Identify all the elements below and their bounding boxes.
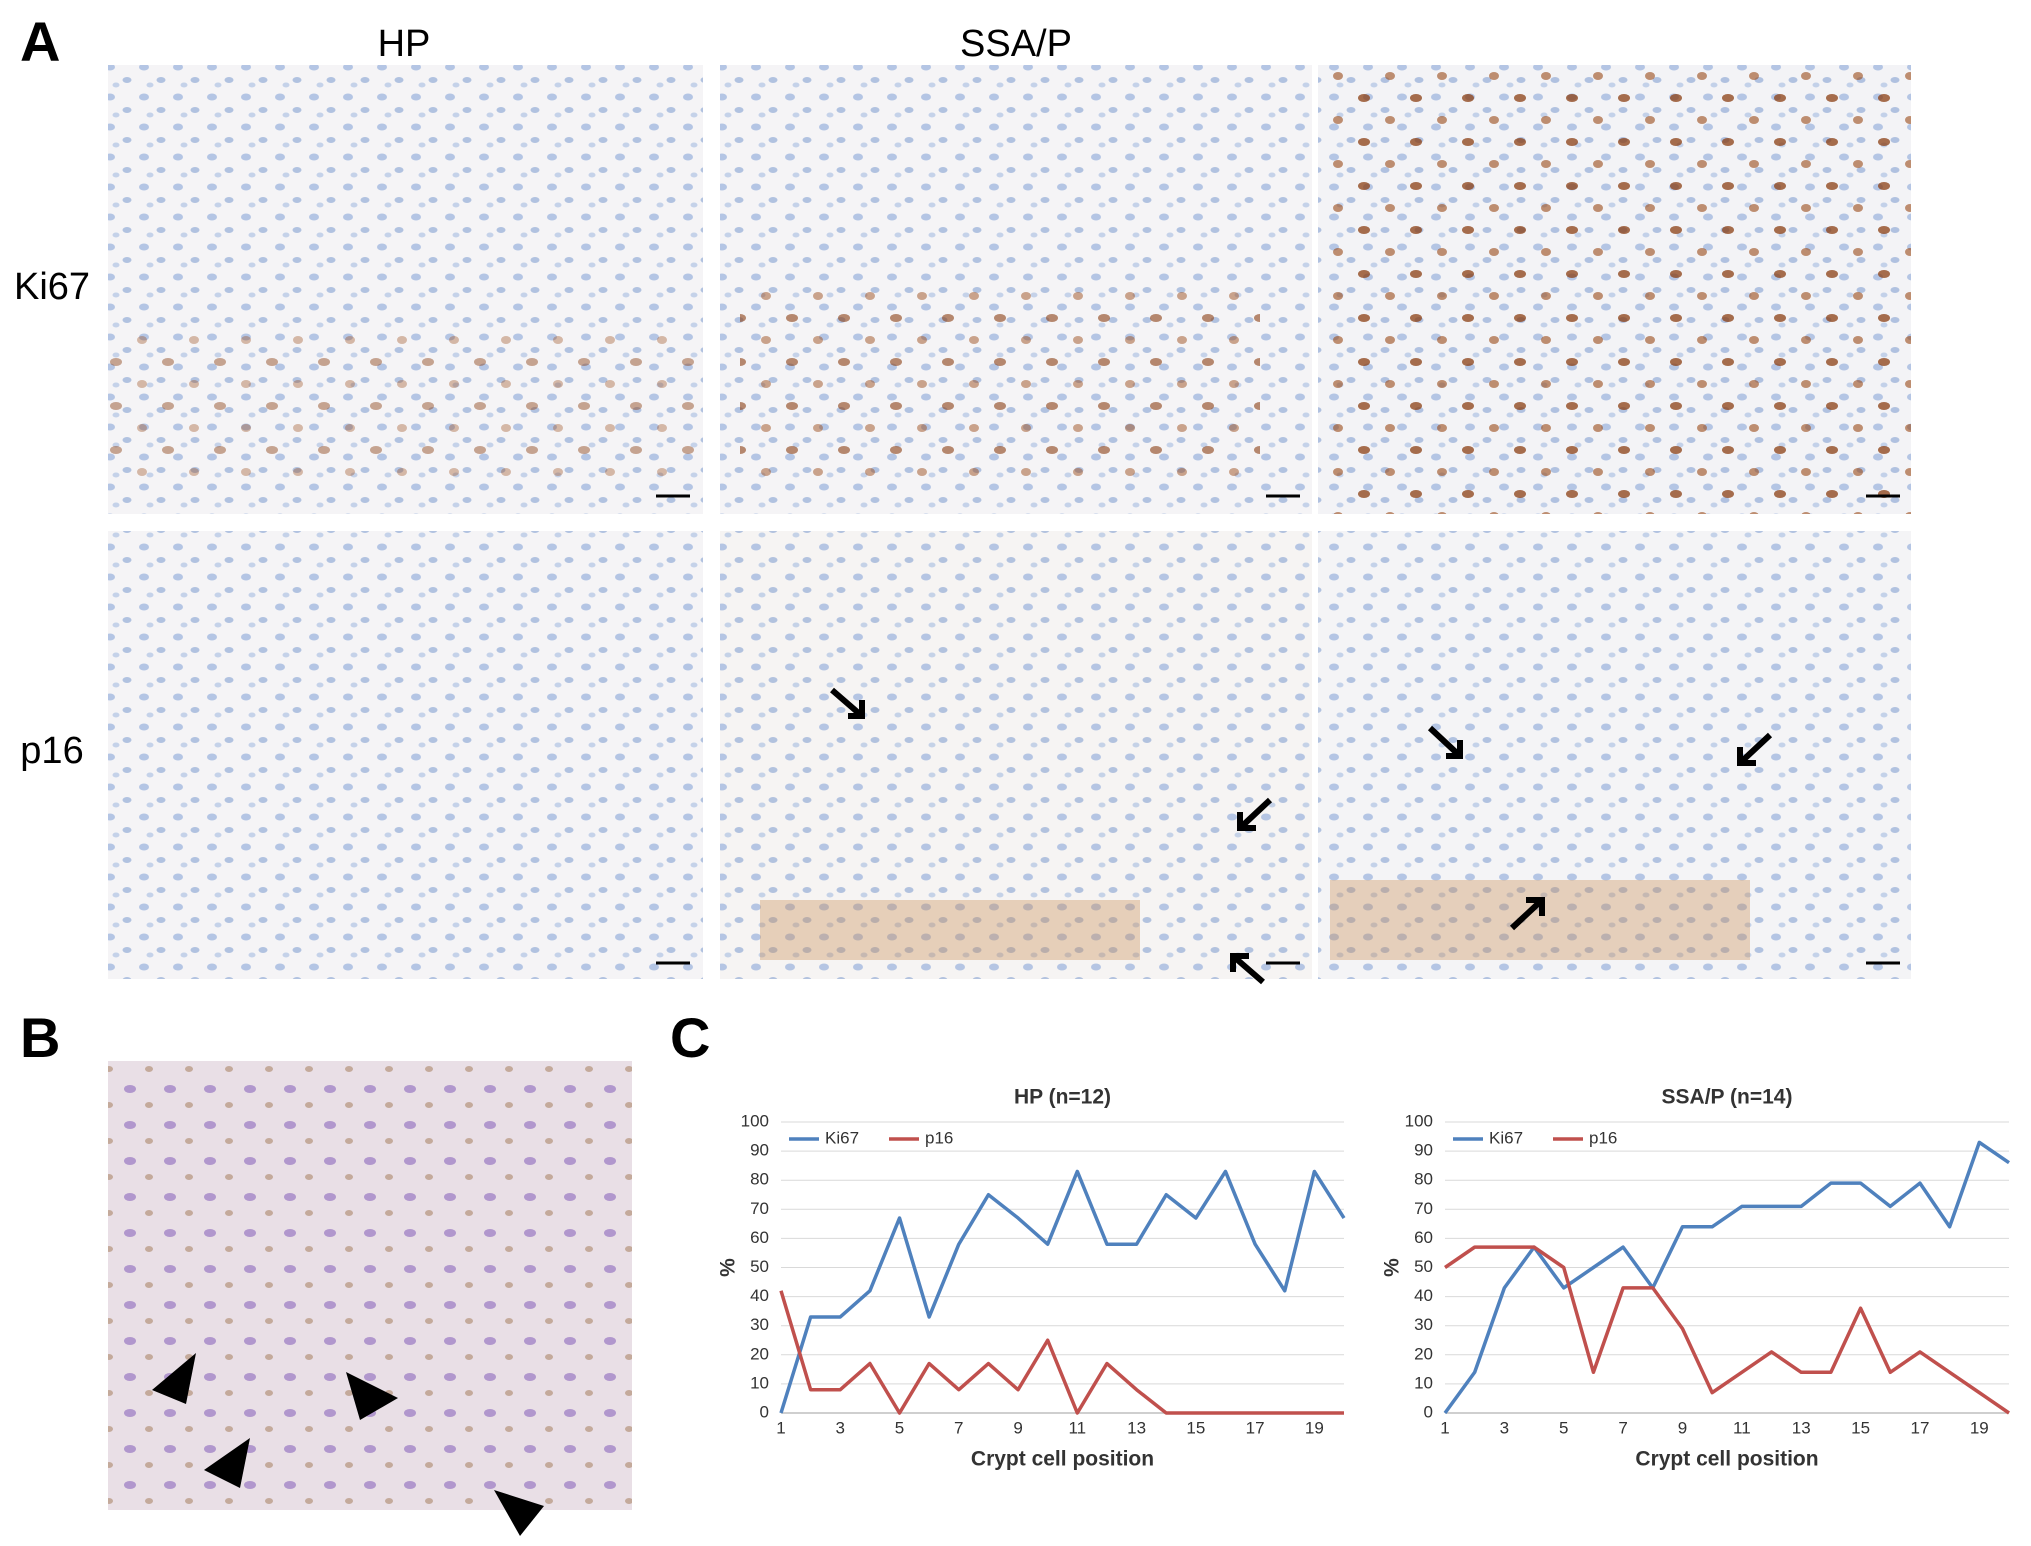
- column-header: HP: [378, 23, 431, 65]
- y-tick-label: 20: [1414, 1344, 1433, 1363]
- y-tick-label: 40: [1414, 1286, 1433, 1305]
- y-tick-label: 20: [750, 1344, 769, 1363]
- y-tick-label: 80: [1414, 1170, 1433, 1189]
- y-tick-label: 70: [750, 1199, 769, 1218]
- x-tick-label: 9: [1013, 1418, 1022, 1437]
- data-line: [1443, 1140, 2010, 1415]
- y-tick-label: 100: [741, 1111, 769, 1130]
- x-tick-label: 19: [1970, 1418, 1989, 1437]
- x-tick-label: 15: [1186, 1418, 1205, 1437]
- y-tick-label: 30: [1414, 1315, 1433, 1334]
- x-tick-label: 1: [776, 1418, 785, 1437]
- y-axis-label: %: [1381, 1258, 1404, 1277]
- x-tick-label: 5: [895, 1418, 904, 1437]
- chart-title: SSA/P (n=14): [1662, 1086, 1793, 1109]
- x-tick-label: 9: [1678, 1418, 1687, 1437]
- x-tick-label: 11: [1068, 1418, 1086, 1437]
- y-tick-label: 90: [750, 1141, 769, 1160]
- row-label: p16: [20, 730, 83, 772]
- x-tick-label: 11: [1733, 1418, 1751, 1437]
- x-tick-label: 3: [836, 1418, 845, 1437]
- arrowheads: [152, 1353, 544, 1536]
- micrograph-stain: [108, 330, 703, 480]
- y-tick-label: 10: [1414, 1373, 1433, 1392]
- y-tick-label: 30: [750, 1315, 769, 1334]
- micrograph-stain: [1318, 65, 1911, 514]
- chart-title: HP (n=12): [1014, 1086, 1111, 1109]
- panel-label: B: [20, 1006, 60, 1069]
- x-tick-label: 7: [954, 1418, 963, 1437]
- x-axis-label: Crypt cell position: [1635, 1448, 1818, 1471]
- legend-label: p16: [925, 1128, 953, 1147]
- x-tick-label: 13: [1127, 1418, 1146, 1437]
- y-tick-label: 60: [1414, 1228, 1433, 1247]
- y-tick-label: 0: [760, 1402, 769, 1421]
- x-tick-label: 13: [1792, 1418, 1811, 1437]
- y-tick-label: 70: [1414, 1199, 1433, 1218]
- legend-label: Ki67: [825, 1128, 859, 1147]
- data-line: [779, 1169, 1346, 1414]
- y-tick-label: 80: [750, 1170, 769, 1189]
- data-line: [779, 1290, 1344, 1415]
- micrograph-group: [108, 65, 1911, 985]
- x-axis-label: Crypt cell position: [971, 1448, 1154, 1471]
- y-tick-label: 10: [750, 1373, 769, 1392]
- x-tick-label: 7: [1618, 1418, 1627, 1437]
- x-tick-label: 5: [1559, 1418, 1568, 1437]
- y-tick-label: 90: [1414, 1141, 1433, 1160]
- row-label: Ki67: [14, 266, 90, 308]
- x-tick-label: 15: [1851, 1418, 1870, 1437]
- micrograph-texture: [720, 531, 1312, 979]
- micrograph-stain: [740, 280, 1260, 480]
- micrograph-texture: [1318, 531, 1911, 979]
- x-tick-label: 19: [1305, 1418, 1324, 1437]
- micrograph-stain: [1330, 880, 1750, 960]
- x-tick-label: 1: [1440, 1418, 1449, 1437]
- y-tick-label: 100: [1405, 1111, 1433, 1130]
- y-tick-label: 50: [750, 1257, 769, 1276]
- y-tick-label: 60: [750, 1228, 769, 1247]
- x-tick-label: 17: [1910, 1418, 1929, 1437]
- x-tick-label: 17: [1246, 1418, 1265, 1437]
- micrograph-texture: [108, 531, 703, 979]
- y-tick-label: 50: [1414, 1257, 1433, 1276]
- legend-label: Ki67: [1489, 1128, 1523, 1147]
- panel-label: C: [670, 1006, 710, 1069]
- data-line: [1444, 1245, 2010, 1415]
- y-axis-label: %: [717, 1258, 740, 1277]
- arrows: [830, 687, 1773, 985]
- column-header: SSA/P: [960, 23, 1072, 65]
- y-tick-label: 40: [750, 1286, 769, 1305]
- legend-label: p16: [1589, 1128, 1617, 1147]
- micrograph-stain: [760, 900, 1140, 960]
- x-tick-label: 3: [1500, 1418, 1509, 1437]
- micrograph-texture: [108, 1061, 632, 1510]
- y-tick-label: 0: [1424, 1402, 1433, 1421]
- panel-label: A: [20, 10, 60, 73]
